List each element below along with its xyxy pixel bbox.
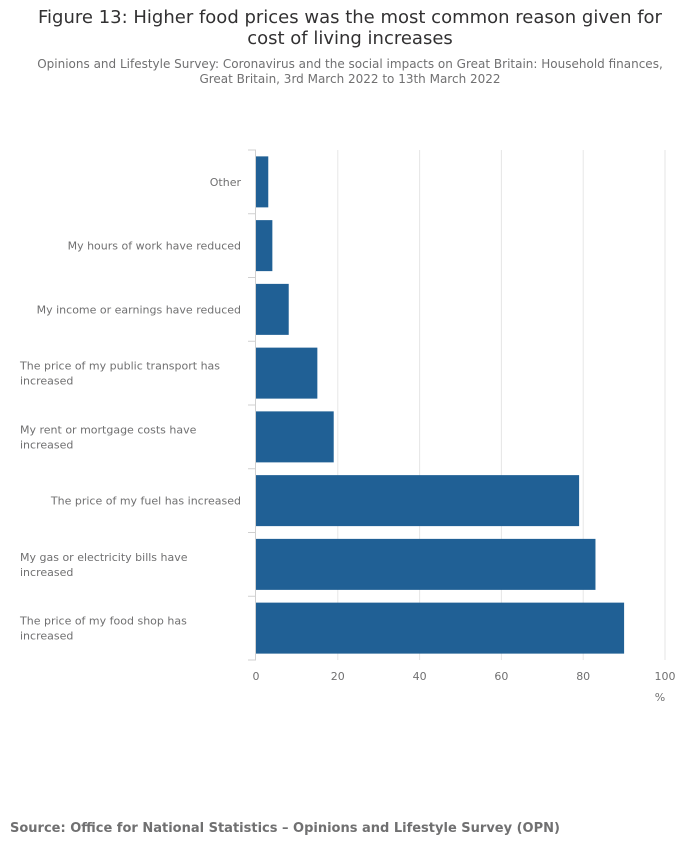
chart-title: Figure 13: Higher food prices was the mo… (38, 7, 662, 49)
bar (256, 283, 289, 335)
category-label: My income or earnings have reduced (37, 303, 241, 316)
category-label-line: My income or earnings have reduced (37, 303, 241, 316)
category-label: My gas or electricity bills have increase… (20, 551, 188, 579)
x-axis-label: % (655, 691, 665, 704)
category-label-line: increased (20, 375, 73, 388)
category-label-line: My rent or mortgage costs have (20, 423, 197, 436)
category-label: My rent or mortgage costs have increased (20, 423, 197, 451)
source-note: Source: Office for National Statistics –… (10, 821, 560, 836)
x-tick-label: 20 (331, 670, 345, 683)
bar (256, 602, 625, 654)
bar (256, 156, 269, 208)
x-tick-label: 0 (253, 670, 260, 683)
category-label-line: The price of my public transport has (19, 360, 220, 373)
category-label: The price of my food shop has increased (19, 615, 187, 643)
bar (256, 411, 334, 463)
x-tick-label: 80 (576, 670, 590, 683)
x-tick-label: 60 (494, 670, 508, 683)
category-labels: Other My hours of work have reduced My inc… (19, 176, 241, 643)
category-label-line: increased (20, 438, 73, 451)
chart-subtitle: Opinions and Lifestyle Survey: Coronavir… (37, 57, 663, 86)
category-label-line: My gas or electricity bills have (20, 551, 188, 564)
axes: 0 20 40 60 80 100% (248, 149, 676, 704)
category-label: Other (210, 176, 242, 189)
bars (256, 156, 625, 654)
bar (256, 347, 318, 399)
x-tick-label: 100 (655, 670, 676, 683)
bar (256, 220, 273, 272)
bar (256, 538, 596, 590)
category-label-line: Other (210, 176, 242, 189)
category-label-line: increased (20, 630, 73, 643)
bar-chart: 0 20 40 60 80 100% Other My hours of work have… (19, 149, 676, 704)
category-label: The price of my fuel has increased (50, 495, 241, 508)
category-label-line: The price of my fuel has increased (50, 495, 241, 508)
category-label: The price of my public transport has incr… (19, 360, 220, 388)
bar (256, 475, 580, 527)
category-label: My hours of work have reduced (68, 240, 241, 253)
x-tick-label: 40 (413, 670, 427, 683)
category-label-line: My hours of work have reduced (68, 240, 241, 253)
category-label-line: The price of my food shop has (19, 615, 187, 628)
category-label-line: increased (20, 566, 73, 579)
